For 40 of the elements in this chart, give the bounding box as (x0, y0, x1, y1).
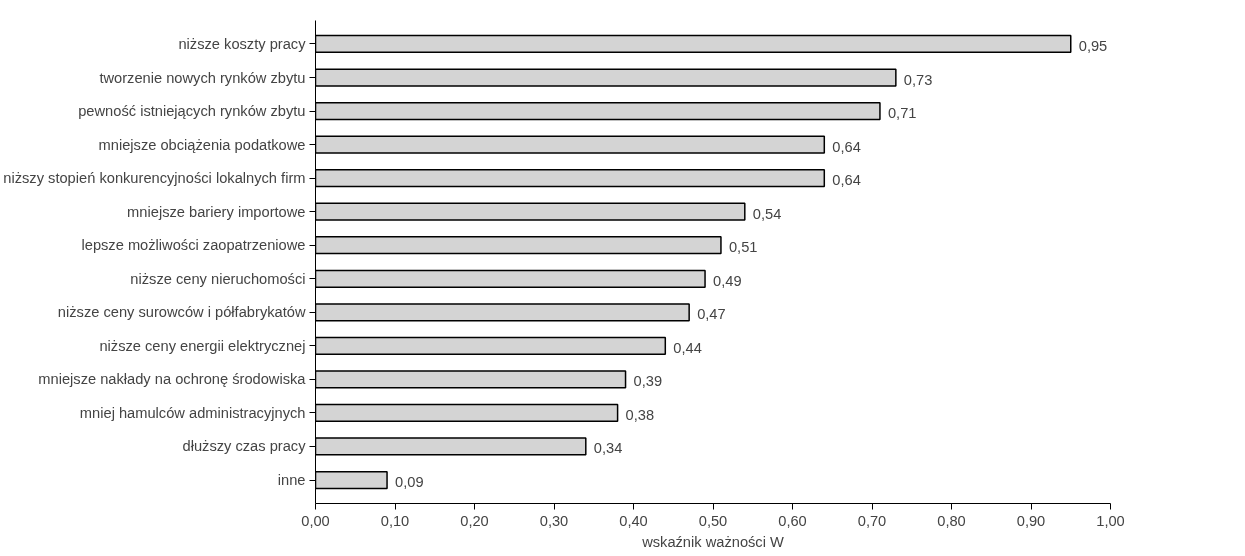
data-label: 0,38 (625, 406, 655, 423)
y-tick-label: niższe ceny nieruchomości (130, 270, 306, 287)
y-tick-label: niższe ceny energii elektrycznej (99, 337, 306, 354)
x-tick-label: 0,60 (778, 512, 807, 529)
data-label: 0,71 (887, 105, 917, 122)
y-tick-label: mniej hamulców administracyjnych (79, 404, 306, 421)
data-label: 0,47 (697, 306, 726, 323)
x-tick-label: 0,20 (460, 512, 489, 529)
y-tick-label: niższe ceny surowców i półfabrykatów (57, 304, 306, 321)
y-tick-label: tworzenie nowych rynków zbytu (99, 69, 306, 86)
y-tick-label: niższe koszty pracy (178, 35, 307, 52)
data-label: 0,34 (593, 440, 623, 457)
y-tick-label: mniejsze bariery importowe (127, 203, 306, 220)
data-label: 0,54 (752, 205, 782, 222)
data-label: 0,44 (673, 339, 702, 356)
y-tick-label: lepsze możliwości zaopatrzeniowe (81, 237, 306, 254)
y-tick-label: inne (277, 472, 306, 489)
data-label: 0,39 (633, 373, 663, 390)
data-label: 0,51 (728, 239, 758, 256)
data-label: 0,73 (903, 71, 933, 88)
x-tick-label: 0,90 (1016, 512, 1046, 529)
x-tick-label: 0,30 (539, 512, 569, 529)
x-tick-label: 0,00 (301, 512, 330, 529)
x-axis-title: wskaźnik ważności W (641, 533, 785, 550)
x-tick-label: 0,50 (698, 512, 728, 529)
y-tick-label: mniejsze obciążenia podatkowe (98, 136, 306, 153)
data-label: 0,09 (395, 474, 424, 491)
y-tick-label: dłuższy czas pracy (182, 438, 307, 455)
data-label: 0,64 (832, 172, 861, 189)
x-tick-label: 0,70 (857, 512, 887, 529)
data-label: 0,95 (1078, 37, 1108, 54)
y-tick-label: niższy stopień konkurencyjności lokalnych firm (3, 170, 306, 187)
x-tick-label: 0,40 (619, 512, 648, 529)
x-tick-label: 1,00 (1096, 512, 1125, 529)
x-tick-label: 0,10 (380, 512, 410, 529)
y-tick-label: mniejsze nakłady na ochronę środowiska (38, 371, 307, 388)
y-tick-label: pewność istniejących rynków zbytu (78, 103, 306, 120)
data-label: 0,49 (713, 272, 742, 289)
data-label: 0,64 (832, 138, 861, 155)
x-tick-label: 0,80 (937, 512, 966, 529)
